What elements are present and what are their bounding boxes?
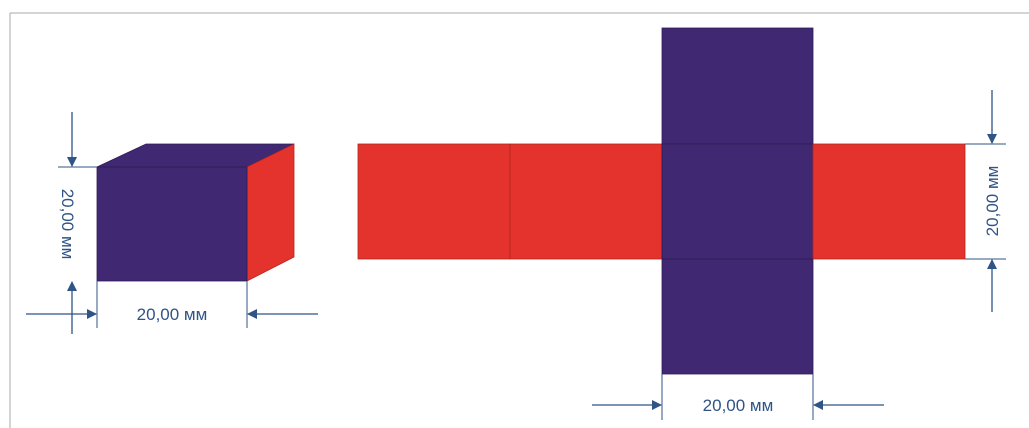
net-face-right-red xyxy=(812,143,966,260)
cube-3d xyxy=(96,143,295,282)
cube-height-label: 20,00 мм xyxy=(58,189,77,260)
net-face-bottom-purple xyxy=(661,258,814,375)
cube-front-face xyxy=(96,166,248,282)
net-face-second-red xyxy=(509,143,663,260)
net-face-center-purple xyxy=(661,143,814,260)
net-width-dimension: 20,00 мм xyxy=(592,374,884,420)
cube-net xyxy=(357,27,966,375)
net-face-left-red xyxy=(357,143,511,260)
cube-width-label: 20,00 мм xyxy=(137,305,208,324)
cube-right-face xyxy=(246,143,295,282)
net-height-dimension: 20,00 мм xyxy=(965,90,1006,312)
cube-width-dimension: 20,00 мм xyxy=(26,281,318,328)
net-width-label: 20,00 мм xyxy=(703,396,774,415)
net-face-top-purple xyxy=(661,27,814,145)
cube-height-dimension: 20,00 мм xyxy=(58,112,97,334)
net-height-label: 20,00 мм xyxy=(983,166,1002,237)
